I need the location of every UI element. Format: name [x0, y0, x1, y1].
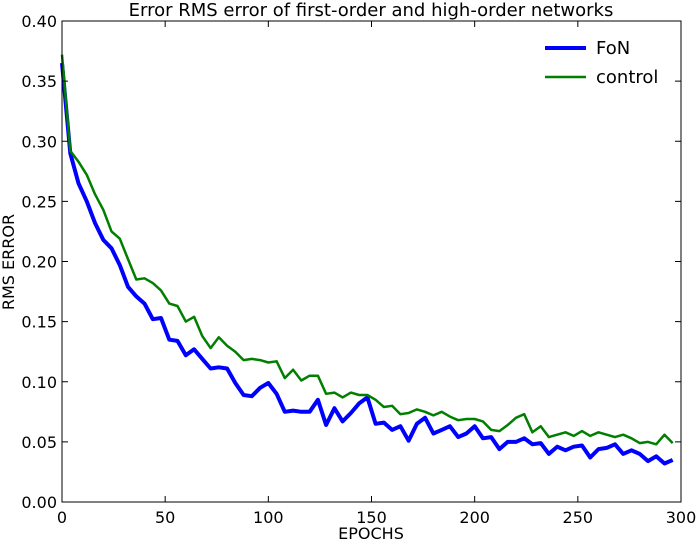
y-tick-label: 0.20: [21, 253, 57, 272]
series-line-fon: [60, 62, 674, 466]
y-tick-label: 0.25: [21, 192, 57, 211]
plot-area: [62, 21, 681, 502]
x-tick-label: 250: [563, 508, 594, 527]
chart-title: Error RMS error of first-order and high-…: [129, 0, 614, 21]
y-tick-label: 0.00: [21, 493, 57, 512]
y-tick-label: 0.30: [21, 132, 57, 151]
legend: FoN control: [545, 38, 658, 88]
y-axis-title: RMS ERROR: [0, 214, 18, 310]
x-axis-title: EPOCHS: [338, 524, 404, 540]
x-tick-label: 100: [253, 508, 284, 527]
y-tick-label: 0.10: [21, 373, 57, 392]
x-tick-label: 150: [356, 508, 387, 527]
legend-label-fon: FoN: [596, 38, 630, 59]
legend-label-control: control: [596, 67, 658, 88]
x-tick-label: 0: [57, 508, 67, 527]
y-tick-label: 0.40: [21, 12, 57, 31]
x-tick-label: 200: [459, 508, 490, 527]
series-line-control: [60, 54, 674, 446]
y-tick-label: 0.35: [21, 72, 57, 91]
y-tick-label: 0.05: [21, 433, 57, 452]
series-layer: [60, 54, 674, 466]
y-tick-label: 0.15: [21, 313, 57, 332]
x-tick-label: 50: [155, 508, 175, 527]
x-tick-label: 300: [666, 508, 696, 527]
x-axis-ticks: 0 50 100 150 200 250 300: [57, 21, 696, 527]
y-axis-ticks: 0.00 0.05 0.10 0.15 0.20 0.25 0.30 0.35 0.40: [21, 12, 681, 512]
